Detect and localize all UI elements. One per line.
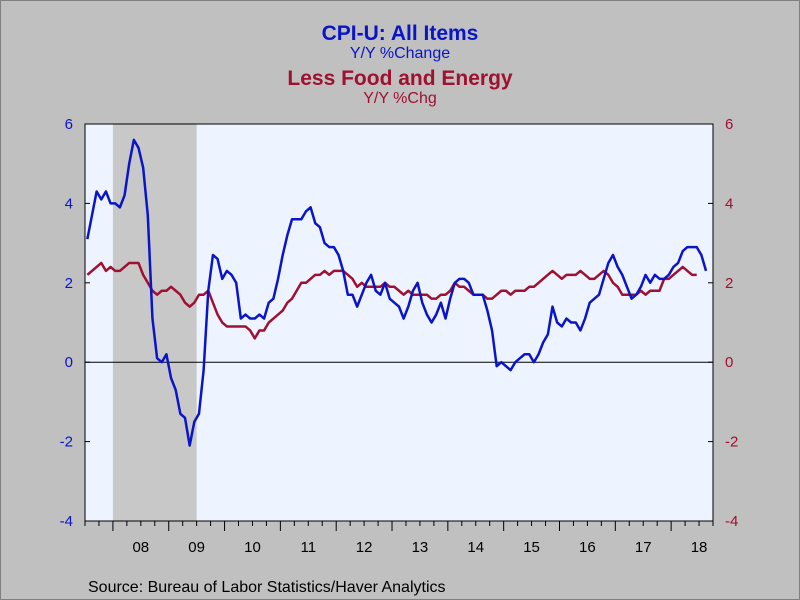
x-axis-tick-label: 14 [467, 539, 484, 556]
left-axis-tick-label: -2 [60, 434, 73, 451]
left-axis-tick-label: 2 [65, 275, 73, 292]
x-axis-tick-label: 16 [579, 539, 596, 556]
series-cpi-all-items-line [86, 138, 708, 447]
title-secondary: Less Food and Energy [287, 67, 513, 90]
title-primary: CPI-U: All Items [322, 22, 479, 45]
source-note: Source: Bureau of Labor Statistics/Haver… [88, 579, 446, 596]
subtitle-secondary: Y/Y %Chg [363, 90, 437, 107]
left-axis-tick-label: 0 [65, 354, 73, 371]
series-core-line [86, 261, 697, 340]
right-axis-tick-label: -2 [725, 434, 738, 451]
plot-border [84, 123, 714, 522]
x-axis-tick-label: 10 [244, 539, 261, 556]
left-axis-tick-label: -4 [60, 513, 73, 530]
left-axis-tick-label: 4 [65, 195, 73, 212]
x-axis-tick-label: 11 [300, 539, 316, 556]
right-axis: -4 -2 0 2 4 6 [708, 116, 738, 530]
x-axis-tick-label: 15 [523, 539, 540, 556]
subtitle-primary: Y/Y %Change [350, 45, 450, 62]
recession-band [112, 124, 197, 521]
x-axis-tick-label: 18 [691, 539, 708, 556]
x-axis-tick-label: 08 [132, 539, 149, 556]
right-axis-tick-label: 2 [725, 275, 733, 292]
left-axis-tick-label: 6 [65, 116, 73, 133]
x-axis-tick-label: 12 [356, 539, 373, 556]
x-axis-tick-label: 17 [635, 539, 652, 556]
right-axis-tick-label: 4 [725, 195, 733, 212]
x-axis: 08 09 10 11 12 13 14 15 16 17 18 [84, 521, 714, 556]
right-axis-tick-label: 0 [725, 354, 733, 371]
x-axis-tick-label: 09 [188, 539, 205, 556]
x-axis-tick-label: 13 [412, 539, 429, 556]
right-axis-tick-label: 6 [725, 116, 733, 133]
right-axis-tick-label: -4 [725, 513, 738, 530]
